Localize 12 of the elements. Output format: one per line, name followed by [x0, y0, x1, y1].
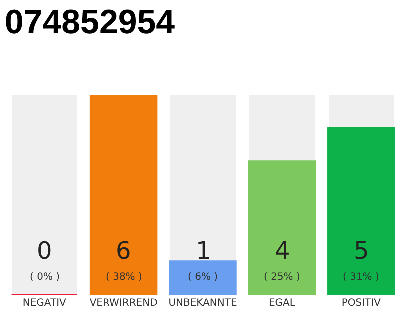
data-label: 5 ( 31% ) [343, 237, 380, 283]
data-label: 0 ( 0% ) [30, 237, 60, 283]
data-label: 6 ( 38% ) [106, 237, 142, 283]
x-tick-label: NEGATIV [22, 298, 67, 309]
bar [169, 260, 237, 295]
chart-title: 074852954 [4, 3, 176, 42]
x-tick-label: EGAL [268, 298, 296, 309]
data-label: 1 ( 6% ) [188, 237, 218, 283]
x-tick-label: UNBEKANNTE [168, 298, 238, 309]
x-tick-label: POSITIV [342, 298, 382, 309]
x-tick-label: VERWIRREND [90, 298, 158, 309]
data-label: 4 ( 25% ) [264, 237, 300, 283]
